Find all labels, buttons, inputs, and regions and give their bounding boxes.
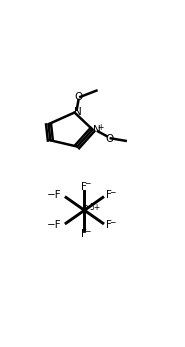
Text: −: − — [110, 188, 116, 197]
Text: F: F — [81, 181, 87, 192]
Text: N: N — [92, 125, 100, 135]
Text: F: F — [106, 220, 112, 230]
Text: O: O — [105, 134, 114, 144]
Text: −: − — [85, 227, 91, 236]
Text: F: F — [106, 190, 112, 200]
Text: O: O — [74, 92, 83, 102]
Text: F: F — [81, 229, 87, 239]
Text: +: + — [97, 123, 104, 132]
Text: 5+: 5+ — [90, 203, 101, 212]
Text: −F: −F — [47, 190, 61, 200]
Text: P: P — [82, 205, 89, 215]
Text: −F: −F — [47, 220, 61, 230]
Text: N: N — [74, 107, 82, 117]
Text: −: − — [110, 218, 116, 227]
Text: −: − — [85, 180, 91, 188]
